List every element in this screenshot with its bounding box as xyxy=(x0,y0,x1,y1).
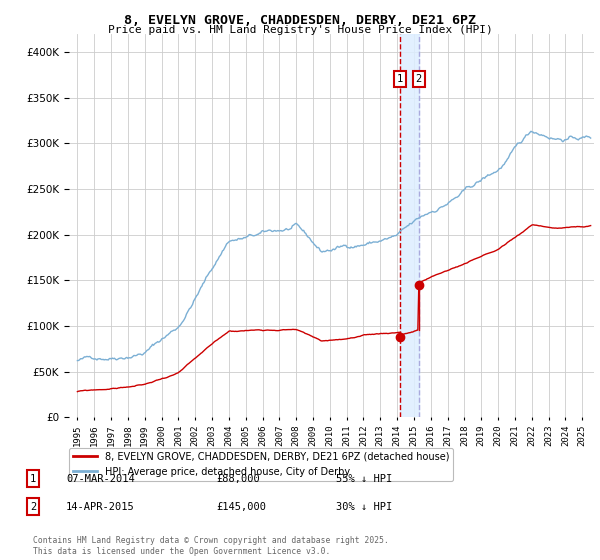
Text: 30% ↓ HPI: 30% ↓ HPI xyxy=(336,502,392,512)
Text: 2: 2 xyxy=(416,74,422,84)
Text: 07-MAR-2014: 07-MAR-2014 xyxy=(66,474,135,484)
Text: 14-APR-2015: 14-APR-2015 xyxy=(66,502,135,512)
Text: Contains HM Land Registry data © Crown copyright and database right 2025.
This d: Contains HM Land Registry data © Crown c… xyxy=(33,536,389,556)
Legend: 8, EVELYN GROVE, CHADDESDEN, DERBY, DE21 6PZ (detached house), HPI: Average pric: 8, EVELYN GROVE, CHADDESDEN, DERBY, DE21… xyxy=(69,448,454,480)
Text: 8, EVELYN GROVE, CHADDESDEN, DERBY, DE21 6PZ: 8, EVELYN GROVE, CHADDESDEN, DERBY, DE21… xyxy=(124,14,476,27)
Text: £145,000: £145,000 xyxy=(216,502,266,512)
Text: 55% ↓ HPI: 55% ↓ HPI xyxy=(336,474,392,484)
Text: 1: 1 xyxy=(30,474,36,484)
Bar xyxy=(400,34,419,417)
Text: 1: 1 xyxy=(397,74,403,84)
Text: Price paid vs. HM Land Registry's House Price Index (HPI): Price paid vs. HM Land Registry's House … xyxy=(107,25,493,35)
Text: £88,000: £88,000 xyxy=(216,474,260,484)
Text: 2: 2 xyxy=(30,502,36,512)
